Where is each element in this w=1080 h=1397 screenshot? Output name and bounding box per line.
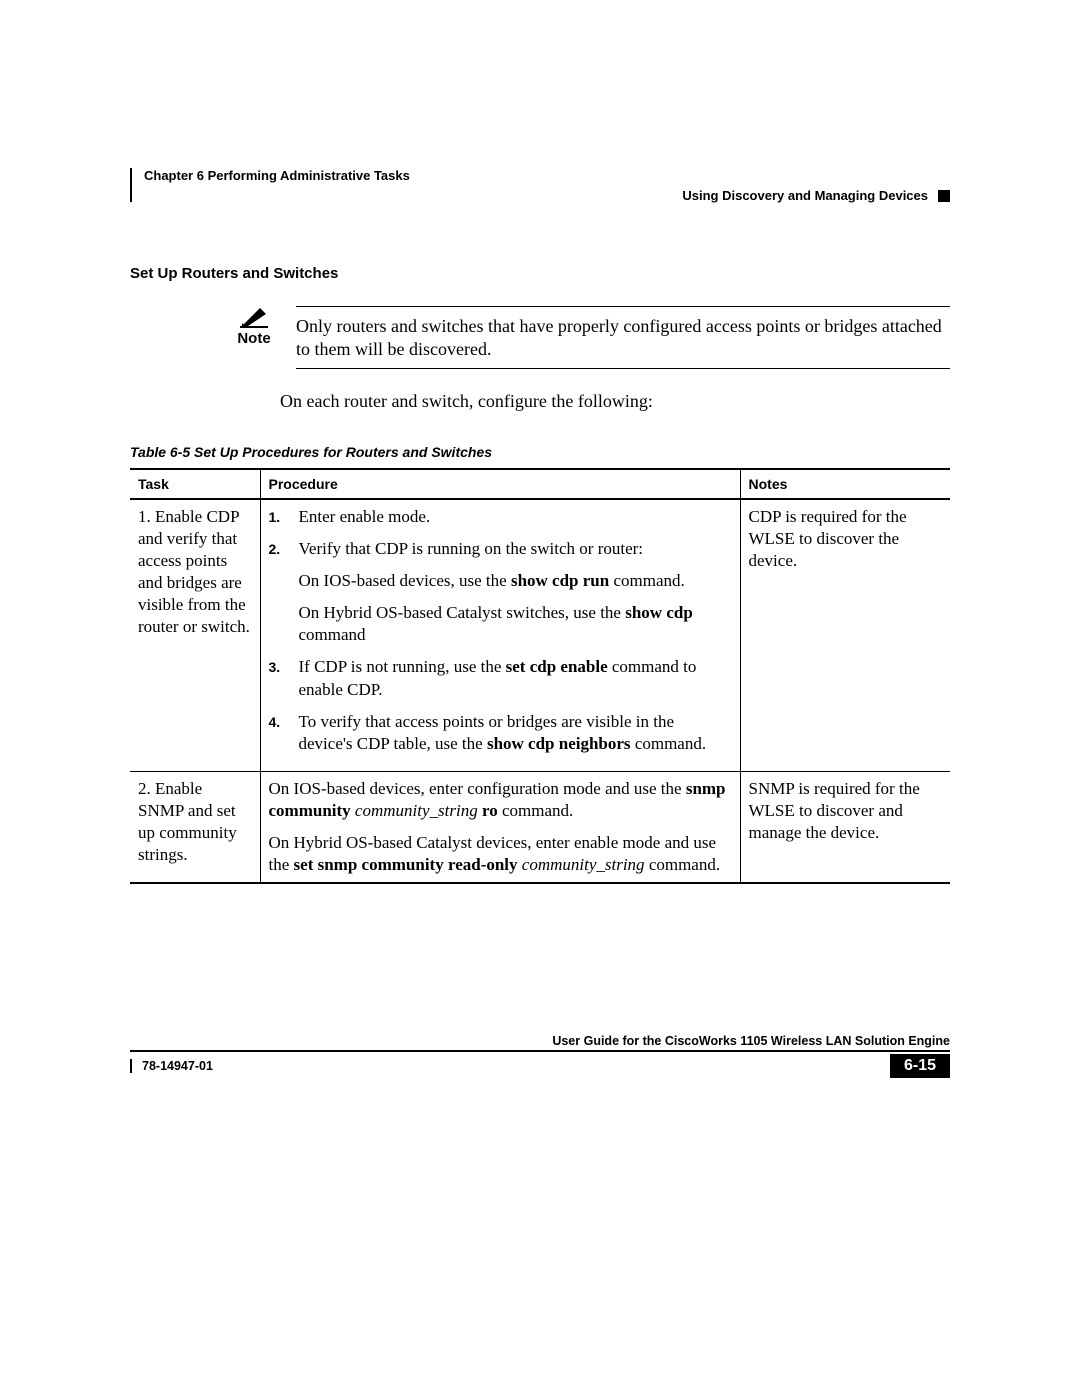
col-header-notes: Notes	[740, 469, 950, 499]
doc-number: 78-14947-01	[130, 1059, 213, 1073]
pencil-icon	[240, 306, 268, 328]
table-caption: Table 6-5 Set Up Procedures for Routers …	[130, 444, 950, 460]
running-subheader: Using Discovery and Managing Devices	[130, 188, 950, 203]
task-cell: 2. Enable SNMP and set up community stri…	[130, 771, 260, 883]
footer-row: 78-14947-01 6-15	[130, 1054, 950, 1078]
note-block: Note Only routers and switches that have…	[230, 306, 950, 369]
procedures-table: Task Procedure Notes 1. Enable CDP and v…	[130, 468, 950, 884]
procedure-cell: Enter enable mode. Verify that CDP is run…	[260, 499, 740, 771]
footer-guide-title: User Guide for the CiscoWorks 1105 Wirel…	[130, 1034, 950, 1052]
table-row: 2. Enable SNMP and set up community stri…	[130, 771, 950, 883]
note-icon-column: Note	[230, 306, 278, 347]
section-title: Set Up Routers and Switches	[130, 265, 950, 282]
document-page: Chapter 6 Performing Administrative Task…	[130, 168, 950, 884]
procedure-step: Verify that CDP is running on the switch…	[293, 538, 732, 646]
chapter-label: Chapter 6 Performing Administrative Task…	[144, 168, 410, 183]
col-header-procedure: Procedure	[260, 469, 740, 499]
subheader-text: Using Discovery and Managing Devices	[682, 188, 928, 203]
procedure-cell: On IOS-based devices, enter configuratio…	[260, 771, 740, 883]
procedure-subpara: On Hybrid OS-based Catalyst switches, us…	[299, 602, 732, 646]
note-label: Note	[237, 330, 270, 347]
procedure-subpara: On IOS-based devices, use the show cdp r…	[299, 570, 732, 592]
procedure-para: On IOS-based devices, enter configuratio…	[269, 778, 732, 822]
table-row: 1. Enable CDP and verify that access poi…	[130, 499, 950, 771]
notes-cell: SNMP is required for the WLSE to discove…	[740, 771, 950, 883]
table-header-row: Task Procedure Notes	[130, 469, 950, 499]
note-body: Only routers and switches that have prop…	[296, 306, 950, 369]
page-number: 6-15	[890, 1054, 950, 1078]
page-footer: User Guide for the CiscoWorks 1105 Wirel…	[130, 1034, 950, 1078]
intro-text: On each router and switch, configure the…	[280, 391, 950, 412]
procedure-step: If CDP is not running, use the set cdp e…	[293, 656, 732, 700]
procedure-para: On Hybrid OS-based Catalyst devices, ent…	[269, 832, 732, 876]
task-cell: 1. Enable CDP and verify that access poi…	[130, 499, 260, 771]
procedure-step: To verify that access points or bridges …	[293, 711, 732, 755]
procedure-step: Enter enable mode.	[293, 506, 732, 528]
marker-square-icon	[938, 190, 950, 202]
col-header-task: Task	[130, 469, 260, 499]
notes-cell: CDP is required for the WLSE to discover…	[740, 499, 950, 771]
